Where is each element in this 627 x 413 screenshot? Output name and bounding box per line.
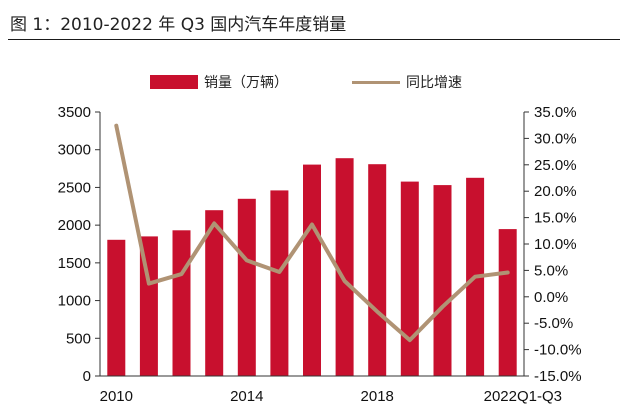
right-tick-label--10: -10.0% (534, 342, 582, 359)
left-tick-labels: 0 500 1000 1500 2000 2500 3000 3500 (58, 104, 91, 385)
right-tick-label--5: -5.0% (534, 315, 573, 332)
sales-bar-2015 (270, 190, 289, 376)
right-tick-label-35: 35.0% (534, 104, 577, 121)
right-tick-label-5: 5.0% (534, 262, 568, 279)
legend-item-sales: 销量（万辆） (150, 72, 288, 92)
left-tick-label-3000: 3000 (58, 142, 91, 159)
axes-group (95, 111, 529, 377)
x-tick-label-2014: 2014 (230, 388, 263, 405)
sales-bar-2014 (237, 198, 256, 376)
x-tick-label-2022Q1-Q3: 2022Q1-Q3 (484, 388, 562, 405)
left-tick-label-1500: 1500 (58, 255, 91, 272)
right-tick-labels: -15.0% -10.0% -5.0% 0.0% 5.0% 10.0% 15.0% 20.0%… (534, 104, 582, 385)
right-tick-label-20: 20.0% (534, 183, 577, 200)
legend-label-growth: 同比增速 (406, 75, 462, 91)
left-tick-label-3500: 3500 (58, 104, 91, 121)
sales-bar-2016 (303, 164, 321, 376)
legend-item-growth: 同比增速 (352, 72, 462, 92)
legend-bar-swatch (150, 75, 198, 89)
left-tick-label-2500: 2500 (58, 179, 91, 196)
sales-bar-2012 (172, 230, 191, 376)
right-tick-label-25: 25.0% (534, 157, 577, 174)
sales-bar-2010 (107, 239, 126, 376)
legend-label-sales: 销量（万辆） (204, 75, 288, 91)
sales-bar-2013 (205, 210, 224, 376)
chart-legend: 销量（万辆） 同比增速 (0, 72, 627, 92)
x-tick-labels: 2010 2014 2018 2022Q1-Q3 (100, 388, 562, 405)
left-tick-label-2000: 2000 (58, 217, 91, 234)
x-tick-label-2010: 2010 (100, 388, 133, 405)
right-tick-label-0: 0.0% (534, 289, 568, 306)
x-tick-label-2018: 2018 (361, 388, 394, 405)
sales-bar-2020 (433, 185, 452, 376)
left-tick-label-0: 0 (83, 368, 91, 385)
figure-title: 图 1：2010-2022 年 Q3 国内汽车年度销量 (10, 15, 347, 35)
right-tick-label--15: -15.0% (534, 368, 582, 385)
sales-bar-2022Q1-Q3 (498, 229, 517, 376)
right-tick-label-15: 15.0% (534, 210, 577, 227)
right-tick-label-10: 10.0% (534, 236, 577, 253)
bars-group (107, 158, 517, 376)
growth-line-group (114, 123, 510, 343)
sales-bar-2018 (368, 164, 387, 376)
left-tick-label-500: 500 (66, 330, 91, 347)
left-tick-label-1000: 1000 (58, 293, 91, 310)
sales-bar-2017 (335, 158, 354, 376)
sales-bar-2019 (400, 181, 419, 376)
title-divider (8, 39, 620, 40)
right-tick-label-30: 30.0% (534, 130, 577, 147)
legend-line-swatch (352, 80, 400, 84)
